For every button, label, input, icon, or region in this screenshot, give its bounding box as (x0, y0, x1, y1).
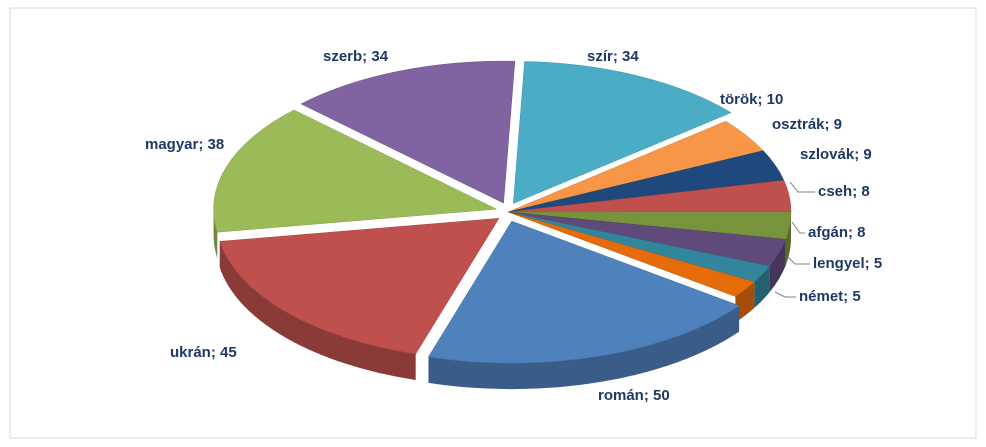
data-label: magyar; 38 (145, 136, 224, 153)
data-label: afgán; 8 (808, 224, 866, 241)
data-label: német; 5 (799, 288, 861, 305)
slice (513, 61, 732, 204)
data-label: osztrák; 9 (772, 116, 842, 133)
slice (219, 218, 500, 355)
slice-side (735, 281, 755, 323)
slice (428, 220, 740, 364)
data-label: ukrán; 45 (170, 344, 237, 361)
slice (300, 60, 516, 204)
data-label: szír; 34 (587, 48, 639, 65)
slice-side (754, 266, 770, 308)
data-label: szlovák; 9 (800, 146, 872, 163)
data-label: cseh; 8 (818, 183, 870, 200)
data-label: szerb; 34 (323, 48, 389, 65)
slice-side (785, 212, 792, 266)
slice-side (428, 305, 740, 390)
slice-side (219, 241, 416, 381)
data-label: lengyel; 5 (813, 255, 882, 272)
leader-line (791, 221, 805, 234)
slice (507, 211, 755, 297)
leader-line (789, 181, 815, 193)
data-label: román; 50 (598, 387, 670, 404)
slice-side (769, 239, 786, 293)
data-label: török; 10 (720, 91, 783, 108)
slice (213, 109, 498, 233)
leader-line (774, 291, 796, 298)
